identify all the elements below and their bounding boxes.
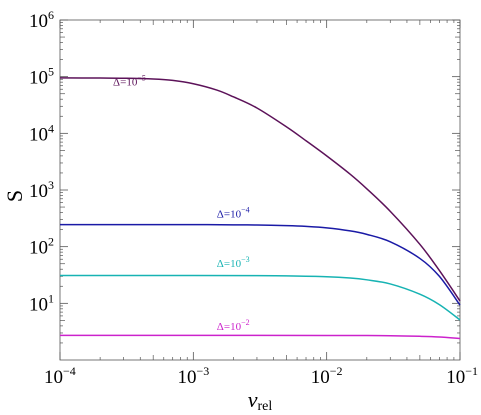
x-tick-label-exponent: −1 [465,364,478,378]
y-tick-label-base: 10 [29,294,48,315]
y-tick-label: 103 [29,178,54,202]
y-tick-label: 102 [29,235,54,259]
y-tick-label-base: 10 [29,181,48,202]
series-layer [59,77,461,340]
x-axis-title-subscript: rel [258,399,273,414]
series-label-exponent: −4 [241,205,250,214]
series-line-3 [59,274,461,321]
x-tick-label: 10−3 [177,364,209,388]
y-tick-label-exponent: 1 [48,291,54,305]
series-label-exponent: −2 [241,318,250,327]
series-label-3: Δ=10−3 [217,255,250,270]
y-tick-label: 105 [29,65,54,89]
y-tick-label-exponent: 2 [48,235,54,249]
y-axis-title: S [2,190,27,202]
series-label-base: Δ=10 [217,258,242,270]
x-axis-title: vrel [248,387,273,414]
y-tick-label-base: 10 [29,238,48,259]
y-tick-label: 101 [29,291,54,315]
y-tick-label-base: 10 [29,68,48,89]
x-tick-label-exponent: −3 [196,364,209,378]
y-tick-label-base: 10 [29,124,48,145]
x-tick-label-base: 10 [44,367,63,388]
series-label-4: Δ=10−2 [217,318,250,333]
y-tick-label-exponent: 3 [48,178,54,192]
labels-layer: Δ=10−5Δ=10−4Δ=10−3Δ=10−2 [113,73,250,332]
y-tick-label: 106 [29,8,54,32]
y-tick-label-base: 10 [29,11,48,32]
series-label-base: Δ=10 [217,208,242,220]
series-label-exponent: −3 [241,255,250,264]
x-tick-label: 10−2 [311,364,343,388]
x-tick-label-base: 10 [177,367,196,388]
series-label-base: Δ=10 [217,321,242,333]
series-line-1 [59,77,461,302]
series-line-2 [60,223,461,306]
x-tick-label-exponent: −2 [330,364,343,378]
x-tick-label: 10−4 [44,364,76,388]
series-line-4 [59,334,461,340]
x-tick-label-base: 10 [311,367,330,388]
series-label-base: Δ=10 [113,76,138,88]
plot-frame [59,19,461,361]
series-label-1: Δ=10−5 [113,73,146,88]
y-tick-label-exponent: 5 [48,65,54,79]
x-tick-label-exponent: −4 [63,364,76,378]
y-tick-label: 104 [29,121,54,145]
x-tick-label-base: 10 [446,367,465,388]
y-tick-label-exponent: 6 [48,8,54,22]
series-label-2: Δ=10−4 [217,205,250,220]
y-tick-label-exponent: 4 [48,121,54,135]
x-tick-label: 10−1 [446,364,478,388]
series-label-exponent: −5 [137,73,146,82]
x-axis-title-base: v [248,387,258,412]
